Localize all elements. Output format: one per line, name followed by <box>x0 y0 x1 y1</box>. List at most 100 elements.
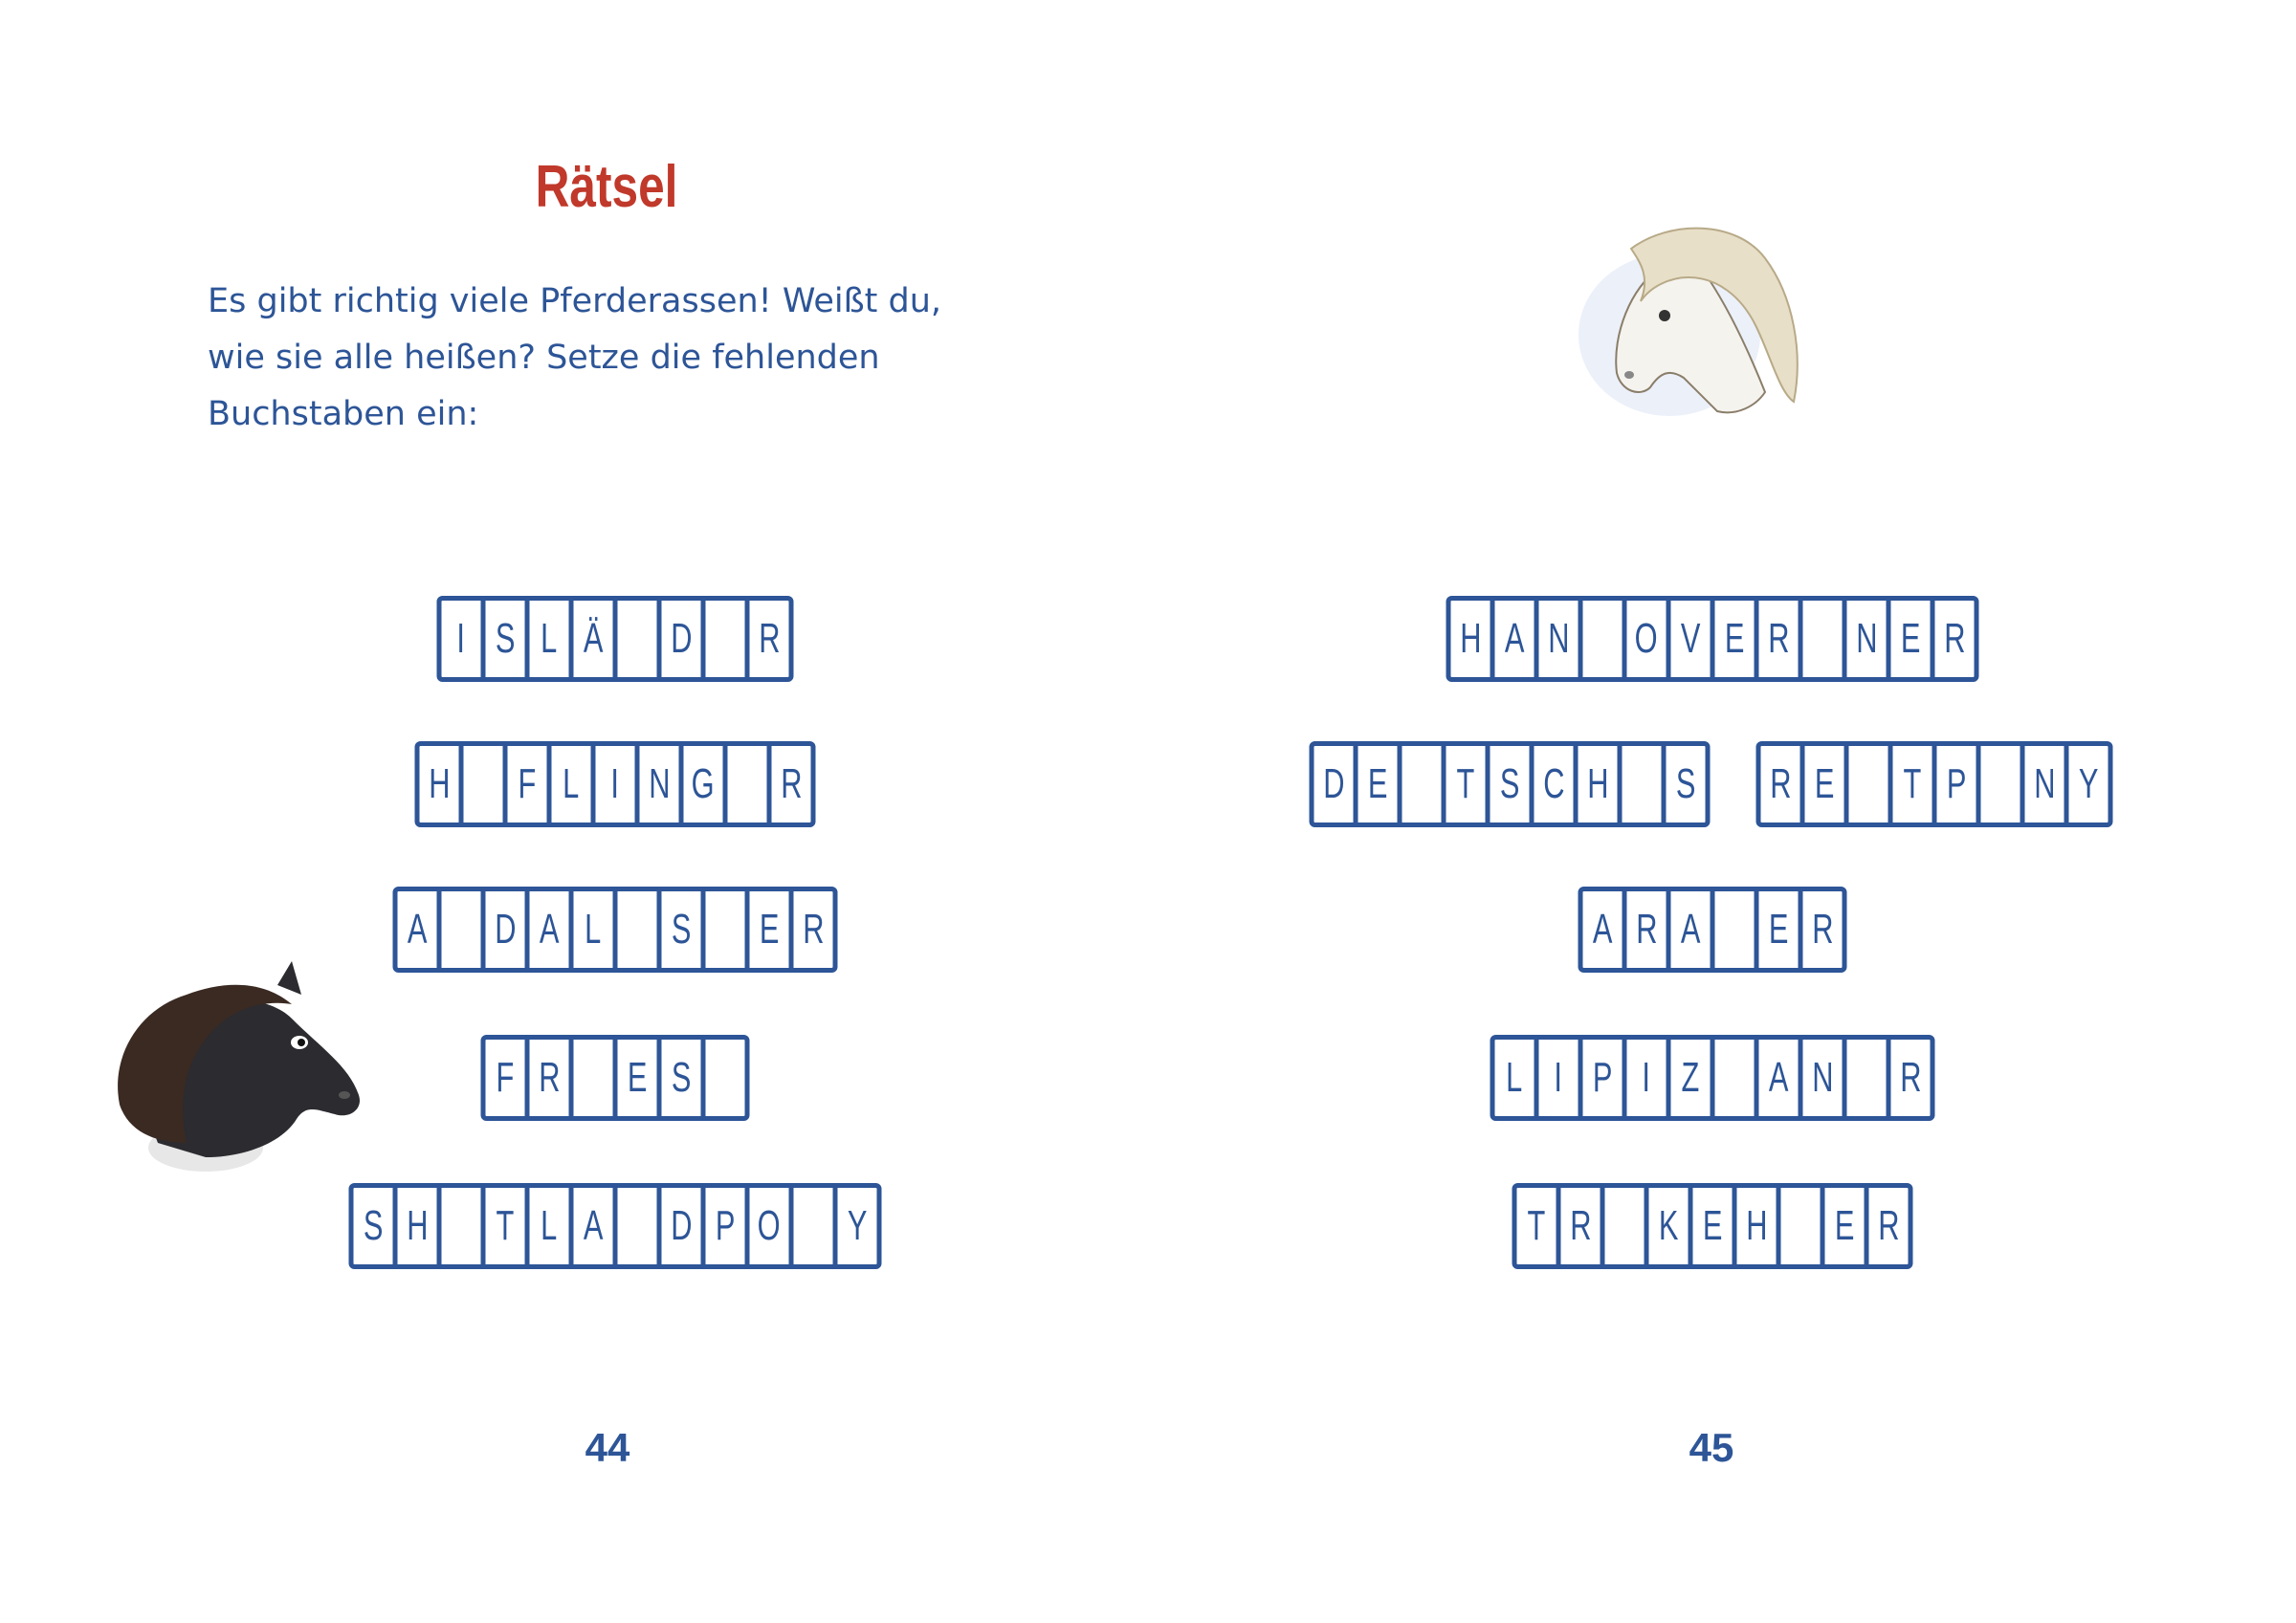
letter-box: Z <box>1671 1040 1715 1116</box>
letter-box: L <box>574 891 618 968</box>
empty-letter-box[interactable] <box>1715 891 1759 968</box>
letter: R <box>1767 615 1790 662</box>
letter-box: O <box>1627 601 1671 677</box>
letter-box: A <box>530 891 574 968</box>
letter: A <box>1504 615 1525 662</box>
letter: Y <box>2078 760 2099 807</box>
letter-box: R <box>530 1040 574 1116</box>
letter-box: R <box>794 891 833 968</box>
letter-box: Ä <box>574 601 618 677</box>
letter: A <box>583 1202 604 1249</box>
letter-box: D <box>662 1188 706 1264</box>
empty-letter-box[interactable] <box>706 1040 745 1116</box>
letter: N <box>1855 615 1878 662</box>
letter-box: A <box>1759 1040 1803 1116</box>
letter: I <box>1554 1054 1563 1101</box>
empty-letter-box[interactable] <box>706 601 750 677</box>
letter: P <box>715 1202 736 1249</box>
letter-box: S <box>354 1188 398 1264</box>
letter: I <box>456 615 466 662</box>
letter-box: O <box>750 1188 794 1264</box>
letter: D <box>670 1202 693 1249</box>
empty-letter-box[interactable] <box>794 1188 838 1264</box>
letter: A <box>1680 906 1701 953</box>
letter-box: R <box>750 601 789 677</box>
letter: R <box>538 1054 561 1101</box>
letter: A <box>407 906 428 953</box>
empty-letter-box[interactable] <box>1849 746 1893 822</box>
letter: T <box>1456 760 1475 807</box>
letter-box: A <box>398 891 442 968</box>
letter: N <box>648 760 671 807</box>
letter: T <box>1527 1202 1546 1249</box>
empty-letter-box[interactable] <box>1605 1188 1649 1264</box>
empty-letter-box[interactable] <box>1847 1040 1891 1116</box>
letter: I <box>1642 1054 1651 1101</box>
letter-box: S <box>662 1040 706 1116</box>
letter: D <box>670 615 693 662</box>
letter: S <box>671 1054 692 1101</box>
letter-box: N <box>1803 1040 1847 1116</box>
letter-box: S <box>1667 746 1706 822</box>
empty-letter-box[interactable] <box>442 891 486 968</box>
empty-letter-box[interactable] <box>1623 746 1667 822</box>
letter-box: E <box>618 1040 662 1116</box>
letter-box: D <box>486 891 530 968</box>
letter-box: C <box>1534 746 1578 822</box>
letter-box: T <box>1517 1188 1561 1264</box>
empty-letter-box[interactable] <box>618 601 662 677</box>
letter: R <box>1569 1202 1592 1249</box>
letter-box: D <box>1314 746 1358 822</box>
letter-box: E <box>1693 1188 1737 1264</box>
letter-box: H <box>420 746 464 822</box>
letter: L <box>541 615 558 662</box>
empty-letter-box[interactable] <box>1981 746 2025 822</box>
empty-letter-box[interactable] <box>574 1040 618 1116</box>
empty-letter-box[interactable] <box>1583 601 1627 677</box>
empty-letter-box[interactable] <box>1715 1040 1759 1116</box>
letter: D <box>1322 760 1345 807</box>
empty-letter-box[interactable] <box>728 746 772 822</box>
letter-box: L <box>552 746 596 822</box>
letter-box: F <box>486 1040 530 1116</box>
letter: F <box>518 760 537 807</box>
empty-letter-box[interactable] <box>618 891 662 968</box>
letter: G <box>692 760 715 807</box>
empty-letter-box[interactable] <box>618 1188 662 1264</box>
letter: L <box>585 906 602 953</box>
empty-letter-box[interactable] <box>706 891 750 968</box>
letter-box: N <box>2025 746 2069 822</box>
letter-box: E <box>1358 746 1402 822</box>
letter-box: A <box>574 1188 618 1264</box>
empty-letter-box[interactable] <box>464 746 508 822</box>
letter: T <box>1903 760 1922 807</box>
letter-box: R <box>1761 746 1805 822</box>
empty-letter-box[interactable] <box>1402 746 1446 822</box>
letter: R <box>1899 1054 1922 1101</box>
letter-box: T <box>1446 746 1490 822</box>
letter-box: I <box>596 746 640 822</box>
letter-box: T <box>1893 746 1937 822</box>
letter: D <box>494 906 517 953</box>
letter-box: R <box>1935 601 1975 677</box>
dark-pony-illustration <box>118 961 360 1172</box>
letter: H <box>1459 615 1482 662</box>
letter-box: E <box>1891 601 1935 677</box>
letter-box: L <box>530 1188 574 1264</box>
empty-letter-box[interactable] <box>1803 601 1847 677</box>
letter: L <box>563 760 580 807</box>
empty-letter-box[interactable] <box>1781 1188 1825 1264</box>
letter-box: F <box>508 746 552 822</box>
letter: E <box>1900 615 1921 662</box>
letter-box: N <box>1539 601 1583 677</box>
letter-box: H <box>1451 601 1495 677</box>
letter-box: R <box>1869 1188 1909 1264</box>
empty-letter-box[interactable] <box>442 1188 486 1264</box>
letter-box: A <box>1495 601 1539 677</box>
letter: O <box>1635 615 1658 662</box>
